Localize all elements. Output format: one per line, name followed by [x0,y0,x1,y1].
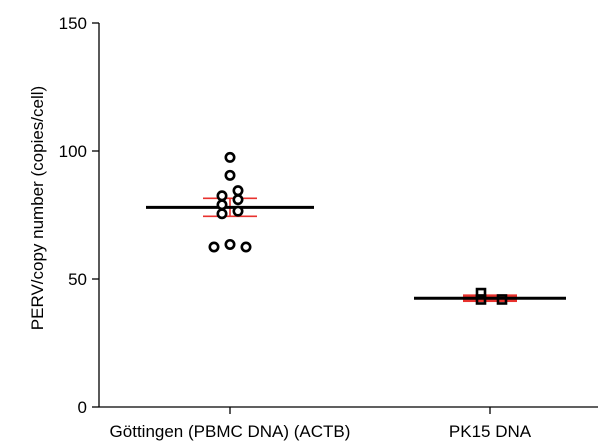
data-point [475,287,487,299]
data-point [496,294,508,305]
y-tick-label: 50 [68,270,87,289]
data-point [224,151,236,163]
x-tick-label: Göttingen (PBMC DNA) (ACTB) [110,422,351,441]
data-point [232,205,244,217]
data-point [208,241,220,253]
data-points [208,151,508,305]
data-point [232,185,244,197]
data-point [224,238,236,250]
data-point [232,194,244,206]
data-point [240,241,252,253]
mean-lines [146,205,566,300]
y-tick-label: 100 [59,142,87,161]
data-point [475,294,487,305]
data-point [216,208,228,220]
data-point [224,169,236,181]
axes: 0 50 100 150 Göttingen (PBMC DNA) (ACTB) PK15… [59,14,598,441]
data-point [216,199,228,211]
x-tick-label: PK15 DNA [449,422,532,441]
y-axis-title: PERV/copy number (copies/cell) [28,86,47,330]
y-tick-label: 0 [78,398,87,417]
y-tick-label: 150 [59,14,87,33]
data-point [216,190,228,202]
